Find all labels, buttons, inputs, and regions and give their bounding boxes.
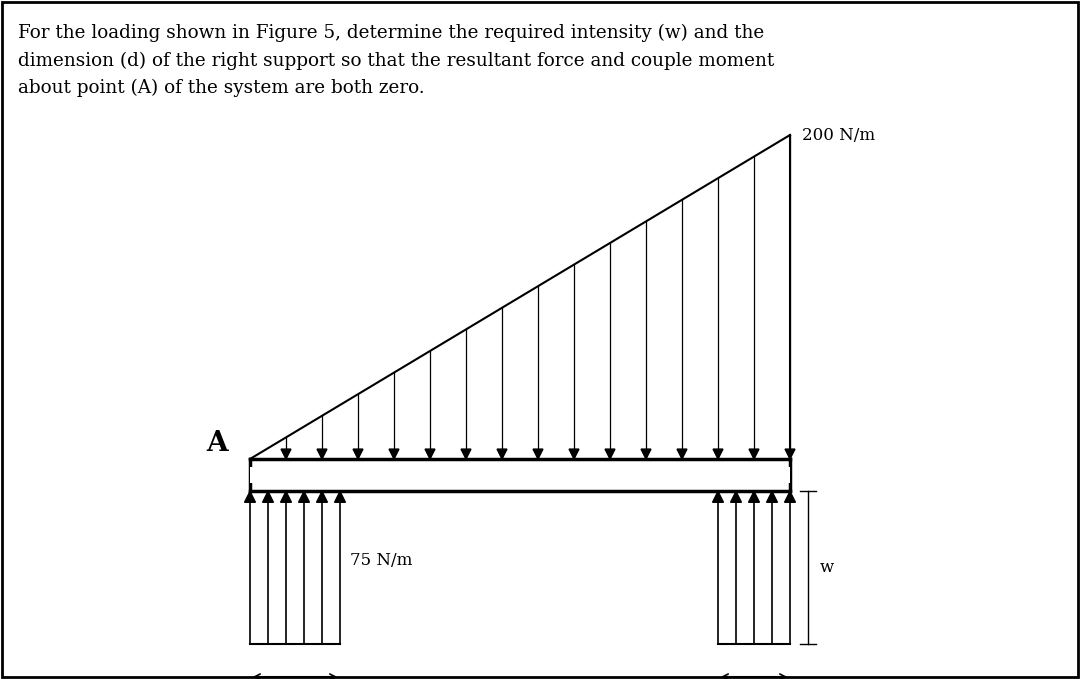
Polygon shape xyxy=(426,449,435,459)
Text: A: A xyxy=(206,430,228,457)
Polygon shape xyxy=(461,449,471,459)
Polygon shape xyxy=(497,449,507,459)
Text: 200 N/m: 200 N/m xyxy=(802,126,875,143)
Polygon shape xyxy=(750,449,759,459)
Polygon shape xyxy=(767,492,778,502)
Polygon shape xyxy=(316,492,327,502)
Polygon shape xyxy=(353,449,363,459)
Polygon shape xyxy=(335,492,346,502)
Polygon shape xyxy=(244,492,256,502)
Polygon shape xyxy=(262,492,273,502)
Polygon shape xyxy=(730,492,742,502)
Bar xyxy=(249,467,789,483)
Polygon shape xyxy=(677,449,687,459)
Polygon shape xyxy=(281,492,292,502)
Text: 75 N/m: 75 N/m xyxy=(350,552,413,569)
Polygon shape xyxy=(642,449,651,459)
Polygon shape xyxy=(605,449,615,459)
Polygon shape xyxy=(281,449,291,459)
Polygon shape xyxy=(318,449,327,459)
Polygon shape xyxy=(569,449,579,459)
Text: w: w xyxy=(820,559,834,576)
Polygon shape xyxy=(298,492,310,502)
Polygon shape xyxy=(389,449,399,459)
Polygon shape xyxy=(784,492,796,502)
Polygon shape xyxy=(534,449,543,459)
Polygon shape xyxy=(713,449,723,459)
Polygon shape xyxy=(748,492,759,502)
Text: For the loading shown in Figure 5, determine the required intensity (w) and the
: For the loading shown in Figure 5, deter… xyxy=(18,24,774,97)
Polygon shape xyxy=(785,449,795,459)
Polygon shape xyxy=(713,492,724,502)
